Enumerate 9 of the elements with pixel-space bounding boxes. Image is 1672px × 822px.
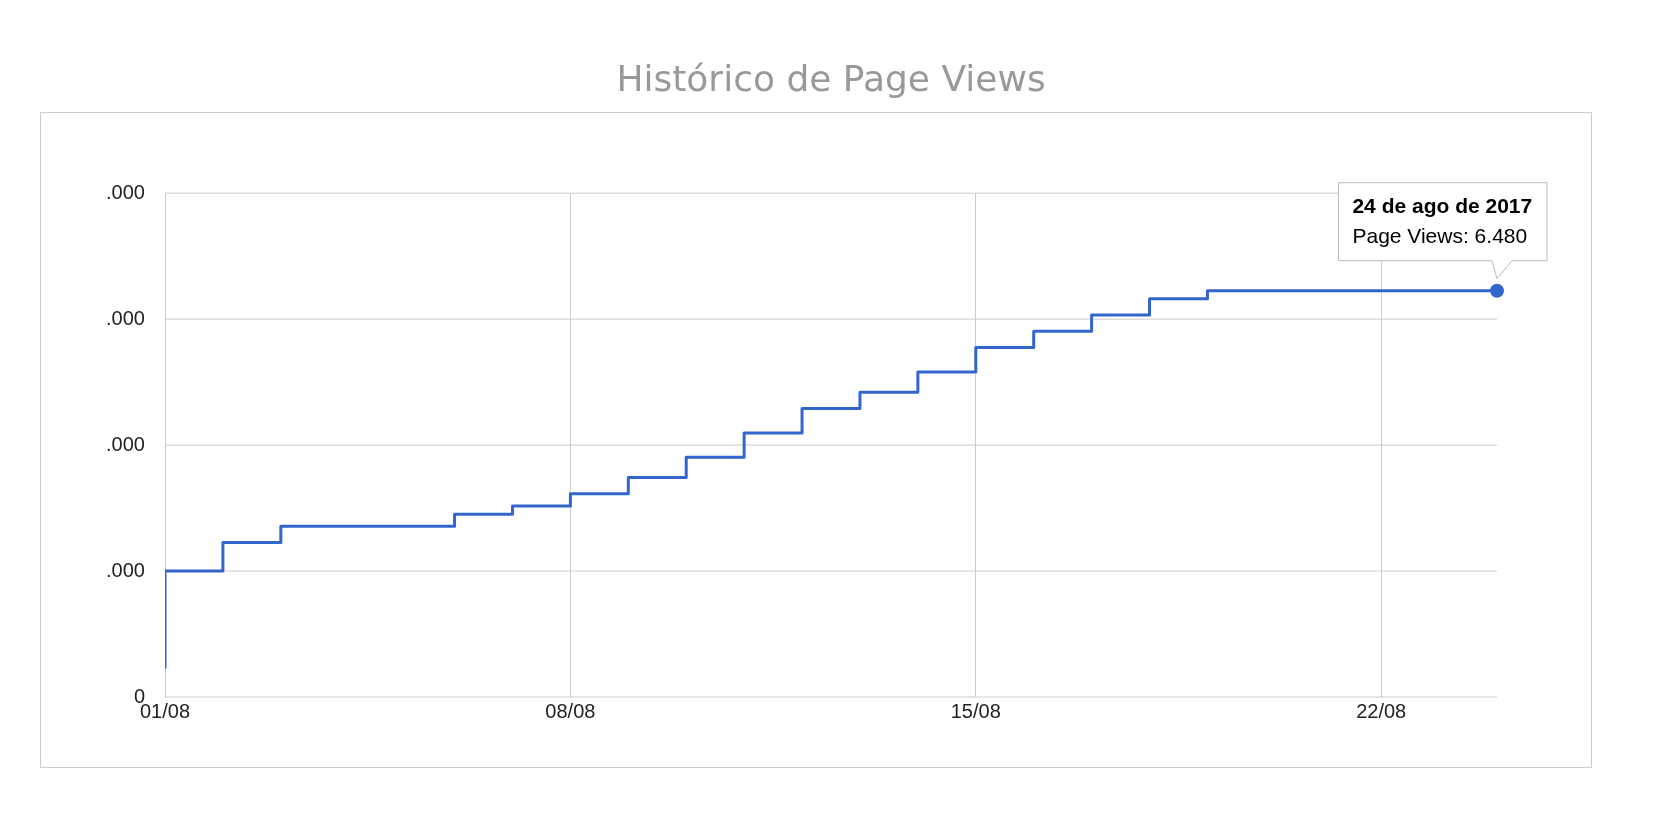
text: .000 [106, 306, 145, 329]
x-tick-label: 22/08 [1356, 699, 1407, 722]
x-tick-label: 15/08 [950, 699, 1001, 722]
annotation: 24 de ago de 2017 Page Views: 6.480 [1352, 193, 1533, 247]
text: .000 [106, 180, 145, 203]
x-tick-label: 08/08 [545, 699, 596, 722]
chart-title: Histórico de Page Views [616, 57, 1046, 99]
text: .000 [106, 432, 145, 455]
text: .000 [106, 558, 145, 581]
